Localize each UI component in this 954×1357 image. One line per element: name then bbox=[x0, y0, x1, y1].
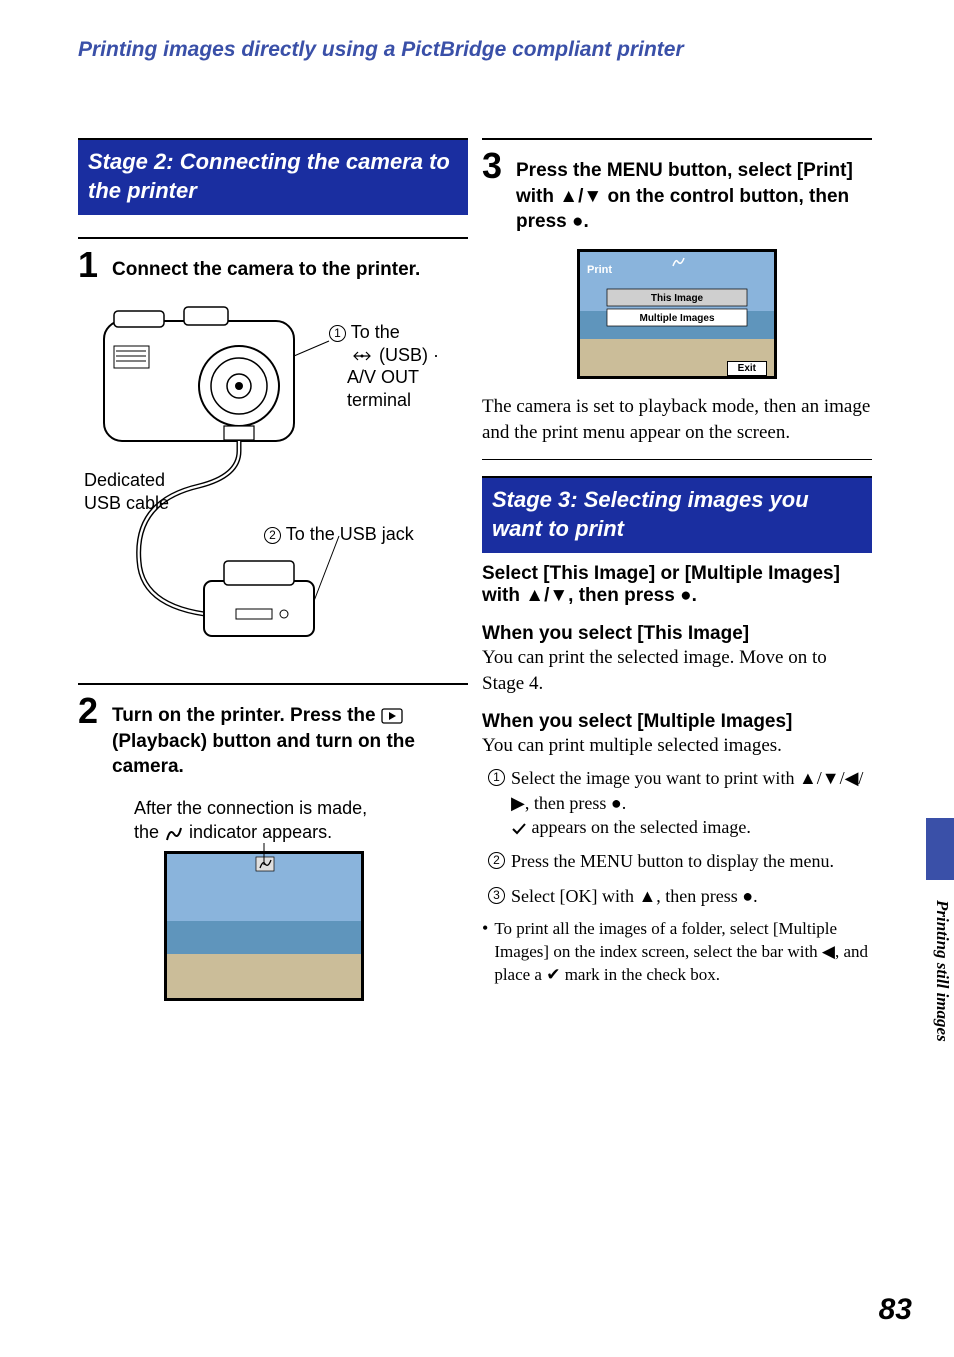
this-image-body: You can print the selected image. Move o… bbox=[482, 645, 872, 696]
step-1-text: Connect the camera to the printer. bbox=[112, 247, 420, 283]
multiple-images-body: You can print multiple selected images. bbox=[482, 733, 872, 759]
print-menu-screen: Print This Image Multiple Images Exit bbox=[577, 249, 777, 384]
step-3: 3 Press the MENU button, select [Print] … bbox=[482, 148, 872, 235]
stage-3-heading: Stage 3: Selecting images you want to pr… bbox=[482, 478, 872, 553]
callout-1-line2: (USB) · bbox=[379, 345, 439, 365]
menu-print-label: Print bbox=[587, 264, 612, 276]
li1-text: Select the image you want to print with … bbox=[511, 766, 872, 839]
step-2-line1: Turn on the printer. Press the bbox=[112, 705, 381, 726]
cable-label-l1: Dedicated bbox=[84, 470, 165, 490]
menu-this-image: This Image bbox=[651, 293, 704, 304]
circled-1-icon: 1 bbox=[329, 325, 346, 342]
after-menu-text: The camera is set to playback mode, then… bbox=[482, 394, 872, 445]
page-header-title: Printing images directly using a PictBri… bbox=[78, 38, 684, 62]
circled-2-icon: 2 bbox=[488, 852, 505, 869]
li2-text: Press the MENU button to display the men… bbox=[511, 849, 834, 873]
li1-a: Select the image you want to print with bbox=[511, 768, 799, 788]
step3-b: on the control button, then press bbox=[516, 186, 849, 233]
li3-a: Select [OK] with bbox=[511, 886, 638, 906]
step-2-line2: (Playback) button and turn on the camera… bbox=[112, 731, 415, 778]
callout-1-line1: To the bbox=[351, 322, 400, 342]
callout-2: 2 To the USB jack bbox=[264, 523, 414, 546]
step-3-text: Press the MENU button, select [Print] wi… bbox=[516, 148, 872, 235]
callout-2-text: To the USB jack bbox=[286, 524, 414, 544]
bullet-text: To print all the images of a folder, sel… bbox=[494, 918, 872, 987]
cable-label: Dedicated USB cable bbox=[84, 469, 169, 514]
step-2-text: Turn on the printer. Press the (Playback… bbox=[112, 693, 468, 780]
left-column: Stage 2: Connecting the camera to the pr… bbox=[78, 138, 468, 1006]
right-column: 3 Press the MENU button, select [Print] … bbox=[482, 138, 872, 987]
menu-exit-button: Exit bbox=[727, 361, 767, 376]
print-menu-svg: Print This Image Multiple Images bbox=[577, 249, 777, 379]
step-divider bbox=[78, 237, 468, 239]
camera-printer-diagram: 1 To the (USB) · A/V OUT terminal Dedica… bbox=[84, 301, 454, 661]
li1-sub: appears on the selected image. bbox=[532, 817, 751, 837]
side-section-label: Printing still images bbox=[932, 900, 952, 1042]
circled-3-icon: 3 bbox=[488, 887, 505, 904]
usb-icon bbox=[352, 350, 374, 362]
li1-b: , then press bbox=[525, 793, 611, 813]
check-icon bbox=[511, 822, 527, 836]
bullet-icon: • bbox=[482, 918, 488, 939]
list-item: 2 Press the MENU button to display the m… bbox=[488, 849, 872, 873]
menu-multiple-images: Multiple Images bbox=[639, 313, 714, 324]
list-item: 1 Select the image you want to print wit… bbox=[488, 766, 872, 839]
step-number-2: 2 bbox=[78, 693, 104, 729]
pointer-line bbox=[252, 843, 276, 867]
step-divider-2 bbox=[78, 683, 468, 685]
after-connection-text: After the connection is made, the indica… bbox=[134, 796, 468, 845]
multi-steps-list: 1 Select the image you want to print wit… bbox=[488, 766, 872, 907]
after-line1: After the connection is made, bbox=[134, 798, 367, 818]
step-number-3: 3 bbox=[482, 148, 508, 184]
playback-icon bbox=[381, 708, 403, 724]
select-heading: Select [This Image] or [Multiple Images]… bbox=[482, 563, 872, 607]
callout-1: 1 To the (USB) · A/V OUT terminal bbox=[329, 321, 439, 411]
thin-divider bbox=[482, 459, 872, 460]
pictbridge-indicator-icon bbox=[164, 826, 184, 842]
step-number-1: 1 bbox=[78, 247, 104, 283]
folder-print-note: • To print all the images of a folder, s… bbox=[482, 918, 872, 987]
callout-1-line4: terminal bbox=[347, 390, 411, 410]
circled-1-icon: 1 bbox=[488, 769, 505, 786]
li3-text: Select [OK] with ▲, then press ●. bbox=[511, 884, 758, 908]
this-image-heading: When you select [This Image] bbox=[482, 623, 872, 645]
playback-screen-preview bbox=[164, 851, 364, 1001]
step-2: 2 Turn on the printer. Press the (Playba… bbox=[78, 693, 468, 780]
circled-2-icon: 2 bbox=[264, 527, 281, 544]
page-number: 83 bbox=[879, 1293, 912, 1327]
li3-b: , then press bbox=[656, 886, 742, 906]
callout-1-line3: A/V OUT bbox=[347, 367, 419, 387]
select-heading-b: , then press bbox=[568, 585, 680, 606]
side-tab bbox=[926, 818, 954, 880]
list-item: 3 Select [OK] with ▲, then press ●. bbox=[488, 884, 872, 908]
cable-label-l2: USB cable bbox=[84, 493, 169, 513]
stage-2-heading: Stage 2: Connecting the camera to the pr… bbox=[78, 140, 468, 215]
step-divider-3 bbox=[482, 138, 872, 140]
multiple-images-heading: When you select [Multiple Images] bbox=[482, 711, 872, 733]
step-1: 1 Connect the camera to the printer. bbox=[78, 247, 468, 283]
